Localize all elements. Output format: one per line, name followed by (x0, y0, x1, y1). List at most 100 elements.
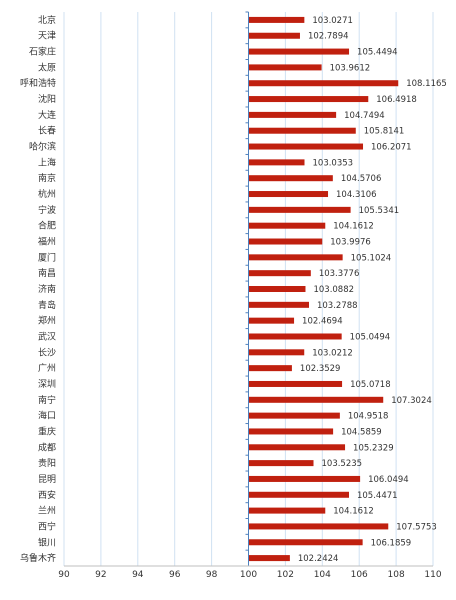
bar-value-label: 106.4918 (376, 95, 417, 105)
category-label: 重庆 (38, 425, 56, 437)
x-tick-label: 90 (58, 570, 70, 580)
category-label: 宁波 (38, 204, 56, 216)
bar-value-label: 103.2788 (317, 301, 358, 311)
bar-value-label: 104.5859 (341, 427, 382, 437)
bar-value-label: 105.2329 (353, 443, 394, 453)
bar (248, 539, 363, 546)
category-label: 大连 (38, 109, 56, 121)
category-label: 福州 (38, 236, 56, 248)
bar (248, 238, 323, 245)
bar-value-label: 102.4694 (302, 317, 343, 327)
bar (248, 270, 311, 277)
bar-value-label: 105.0718 (350, 380, 391, 390)
category-label: 贵阳 (38, 457, 56, 469)
bar (248, 222, 326, 229)
bar (248, 333, 342, 340)
labels: 90 92 94 96 98 100 102 104 106 108 110 103.0271 北京 10… (20, 14, 447, 580)
bar (248, 143, 364, 150)
category-label: 长沙 (38, 346, 56, 358)
category-label: 石家庄 (29, 46, 56, 58)
bar-value-label: 104.7494 (344, 111, 385, 121)
bar (248, 349, 305, 356)
bar (248, 111, 337, 118)
bar (248, 191, 329, 198)
bars (248, 16, 399, 562)
bar (248, 444, 346, 451)
category-label: 昆明 (38, 474, 56, 485)
bar-value-label: 107.5753 (396, 522, 437, 532)
category-label: 广州 (38, 362, 56, 374)
x-tick-label: 106 (351, 570, 368, 580)
category-label: 西安 (38, 489, 56, 501)
bar (248, 127, 356, 134)
bar-value-label: 104.5706 (341, 174, 382, 184)
category-label: 南京 (38, 172, 56, 184)
bar (248, 32, 300, 39)
bar (248, 206, 351, 213)
category-label: 合肥 (38, 220, 56, 232)
bar (248, 175, 333, 182)
bar-value-label: 103.5235 (322, 459, 363, 469)
category-label: 海口 (38, 410, 56, 422)
bar-value-label: 102.2424 (298, 554, 339, 564)
bar-value-label: 105.0494 (350, 332, 391, 342)
x-tick-label: 94 (132, 570, 144, 580)
bar (248, 159, 305, 166)
x-tick-label: 100 (240, 570, 257, 580)
category-label: 深圳 (38, 379, 56, 390)
x-tick-label: 110 (424, 570, 441, 580)
category-label: 上海 (38, 156, 56, 168)
category-label: 青岛 (38, 299, 56, 311)
category-label: 武汉 (38, 330, 56, 342)
category-label: 银川 (38, 536, 56, 548)
bar-value-label: 103.9612 (330, 63, 371, 73)
bar (248, 555, 290, 562)
category-label: 南昌 (38, 267, 56, 279)
bar (248, 96, 369, 103)
bar-value-label: 106.2071 (371, 143, 412, 153)
bar-value-label: 103.3776 (319, 269, 360, 279)
bar (248, 412, 340, 419)
bar-value-label: 102.7894 (308, 32, 349, 42)
bar (248, 286, 306, 292)
bar-value-label: 103.0271 (312, 16, 353, 26)
x-tick-label: 96 (169, 570, 181, 580)
bar (248, 16, 305, 23)
category-label: 济南 (38, 283, 56, 295)
bar (248, 428, 334, 435)
bar (248, 80, 399, 87)
bar (248, 460, 314, 467)
category-label: 郑州 (38, 315, 56, 327)
bar (248, 301, 309, 308)
bar-value-label: 103.9976 (330, 238, 371, 248)
x-tick-label: 98 (206, 570, 218, 580)
x-tick-label: 92 (95, 570, 106, 580)
bar-value-label: 107.3024 (391, 396, 432, 406)
category-label: 沈阳 (38, 93, 56, 105)
bar-value-label: 105.1024 (351, 253, 392, 263)
category-label: 长春 (38, 125, 56, 137)
bar (248, 491, 349, 498)
bar-value-label: 106.0494 (368, 475, 409, 485)
bar (248, 475, 361, 482)
bar (248, 396, 384, 403)
bar (248, 507, 326, 514)
category-label: 乌鲁木齐 (20, 552, 56, 564)
bar (248, 254, 343, 261)
category-label: 哈尔滨 (29, 141, 56, 153)
category-label: 天津 (38, 31, 56, 42)
bar-value-label: 104.1612 (333, 222, 374, 232)
category-label: 西宁 (38, 520, 56, 532)
x-tick-label: 108 (388, 570, 405, 580)
category-label: 兰州 (38, 505, 56, 517)
bar-value-label: 104.9518 (348, 412, 389, 422)
category-label: 厦门 (38, 251, 56, 263)
bar-value-label: 105.8141 (364, 127, 405, 137)
category-label: 北京 (38, 14, 56, 26)
axes (64, 11, 433, 567)
bar-value-label: 104.1612 (333, 507, 374, 517)
bar (248, 365, 292, 372)
bar-value-label: 105.4471 (357, 491, 398, 501)
